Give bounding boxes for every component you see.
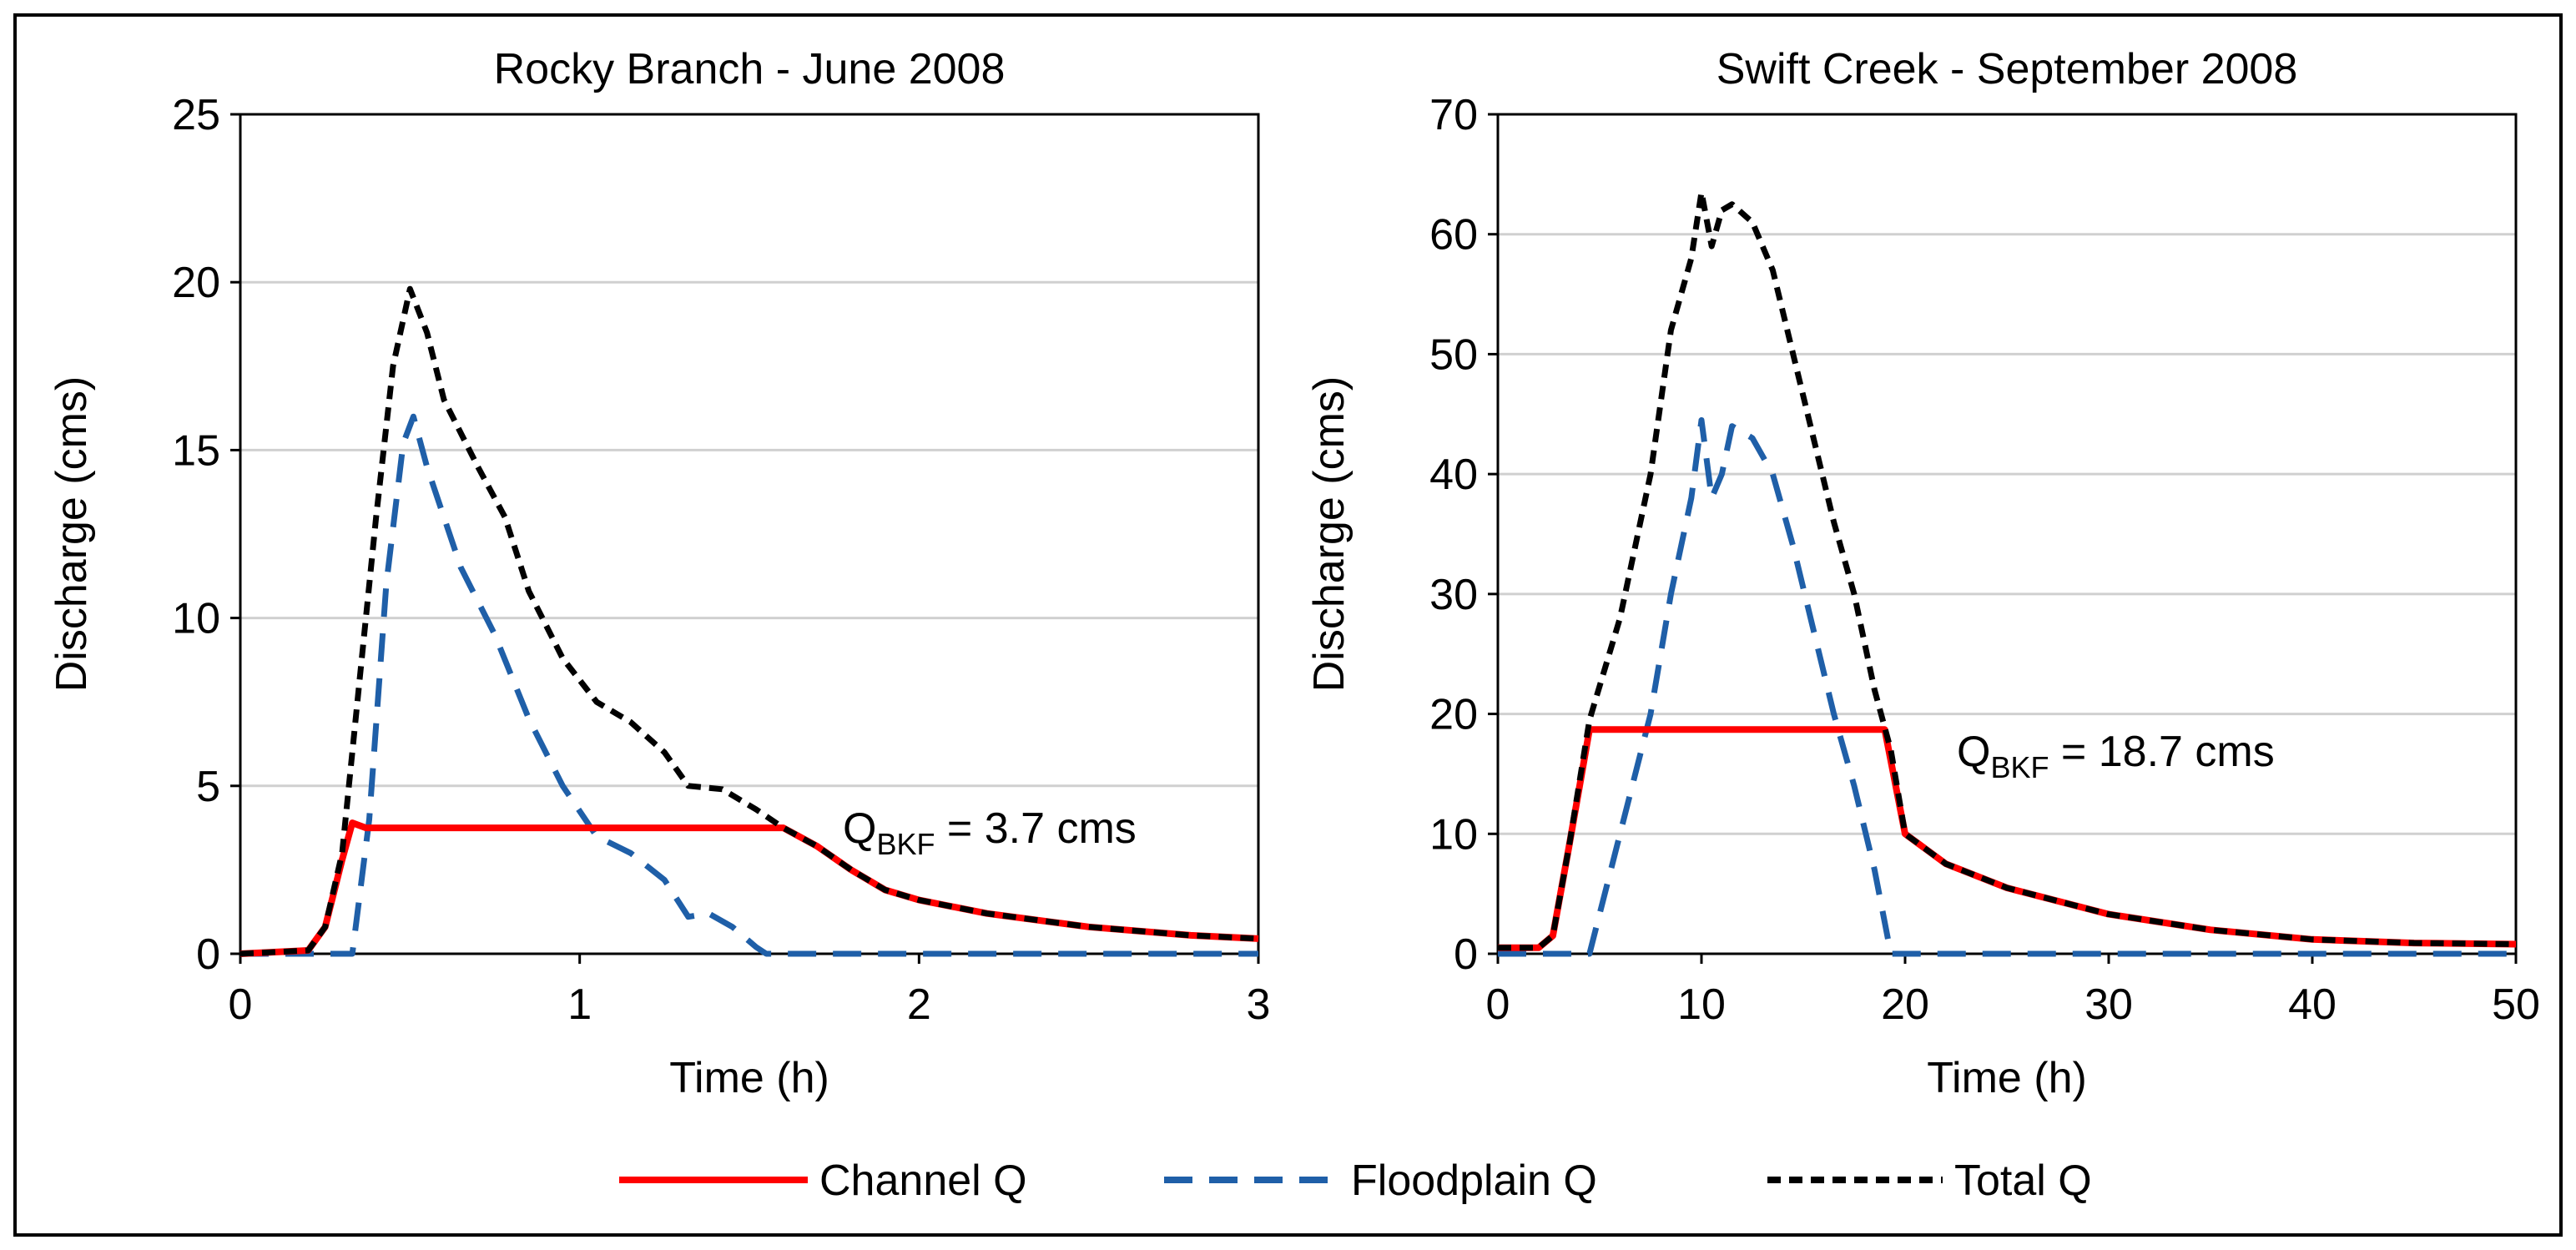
- x-tick-label: 40: [2288, 980, 2337, 1029]
- y-tick-label: 0: [196, 930, 220, 979]
- y-tick-label: 40: [1429, 451, 1478, 499]
- plot-area-border: [239, 113, 1260, 955]
- qbkf-value: = 3.7 cms: [935, 804, 1136, 853]
- x-tick-label: 20: [1881, 980, 1929, 1029]
- y-tick-label: 5: [196, 763, 220, 811]
- qbkf-subscript: BKF: [876, 827, 935, 861]
- x-tick-label: 0: [1486, 980, 1510, 1029]
- y-tick-label: 15: [172, 426, 220, 475]
- series-line-floodplain: [240, 413, 1258, 957]
- chart-title: Swift Creek - September 2008: [1716, 45, 2298, 93]
- legend-label-total: Total Q: [1954, 1157, 2092, 1205]
- chart-panel-swift-creek: 0 10 20 30 40 50 60 70 0 10 20 30 40 50 Swift Creek - …: [1305, 45, 2540, 1102]
- x-tick-label: 1: [567, 980, 592, 1029]
- x-tick-label: 2: [907, 980, 931, 1029]
- y-tick-label: 70: [1429, 91, 1478, 139]
- qbkf-value: = 18.7 cms: [2049, 728, 2274, 776]
- qbkf-annotation: QBKF = 3.7 cms: [843, 804, 1137, 861]
- y-tick-label: 10: [1429, 810, 1478, 859]
- series-line-floodplain: [1498, 417, 2516, 957]
- legend-label-channel: Channel Q: [819, 1157, 1027, 1205]
- y-tick-label: 25: [172, 91, 220, 139]
- x-axis-title: Time (h): [1927, 1054, 2087, 1102]
- x-tick-label: 10: [1677, 980, 1726, 1029]
- legend: Channel Q Floodplain Q Total Q: [619, 1157, 2092, 1205]
- y-tick-label: 20: [172, 259, 220, 307]
- y-tick-label: 10: [172, 595, 220, 643]
- y-tick-label: 20: [1429, 691, 1478, 739]
- series-line-total: [1498, 189, 2517, 951]
- qbkf-annotation: QBKF = 18.7 cms: [1957, 728, 2275, 784]
- x-tick-label: 3: [1247, 980, 1271, 1029]
- qbkf-symbol: Q: [1957, 728, 1990, 776]
- y-axis-title: Discharge (cms): [48, 376, 96, 693]
- y-tick-label: 30: [1429, 571, 1478, 619]
- x-axis-title: Time (h): [669, 1054, 829, 1102]
- qbkf-symbol: Q: [843, 804, 876, 853]
- y-tick-label: 0: [1454, 930, 1478, 979]
- qbkf-subscript: BKF: [1990, 750, 2049, 784]
- chart-panel-rocky-branch: 0 5 10 15 20 25 0 1 2 3 Rocky Branch - June 2008 Ti…: [48, 45, 1270, 1102]
- figure-border: [13, 13, 2563, 1237]
- x-tick-label: 30: [2084, 980, 2133, 1029]
- y-tick-label: 50: [1429, 330, 1478, 379]
- y-tick-label: 60: [1429, 211, 1478, 260]
- chart-title: Rocky Branch - June 2008: [494, 45, 1006, 93]
- x-tick-label: 0: [229, 980, 253, 1029]
- y-axis-title: Discharge (cms): [1305, 376, 1354, 693]
- legend-label-floodplain: Floodplain Q: [1351, 1157, 1597, 1205]
- x-tick-label: 50: [2492, 980, 2540, 1029]
- series-line-total: [239, 285, 1259, 957]
